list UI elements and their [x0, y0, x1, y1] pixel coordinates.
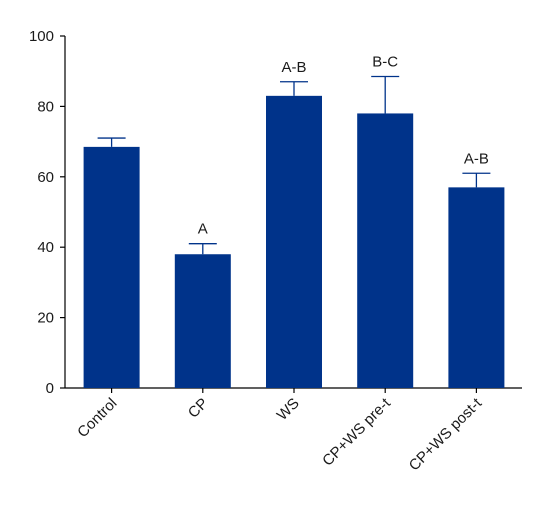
bar-3 [266, 95, 322, 388]
axes: 0 20 40 60 80 100 [29, 28, 522, 397]
x-tick-label: CP+WS pre-t [319, 394, 394, 469]
y-tick-label: 20 [37, 310, 54, 327]
x-tick-label: CP+WS post-t [406, 394, 486, 474]
x-tick-label: Control [74, 395, 120, 441]
y-tick-label: 60 [37, 169, 54, 186]
y-tick-label: 100 [29, 28, 54, 45]
y-tick-label: 40 [37, 239, 54, 256]
x-tick-label: WS [274, 395, 303, 424]
error-bars [97, 75, 491, 255]
significance-label: A [198, 221, 208, 238]
bars [83, 95, 505, 388]
bar-2 [174, 254, 231, 388]
significance-label: A-B [281, 59, 306, 76]
significance-label: B-C [372, 53, 398, 70]
significance-label: A-B [464, 150, 489, 167]
x-tick-label: CP [185, 395, 212, 422]
bar-5 [448, 187, 505, 388]
y-tick-label: 80 [37, 98, 54, 115]
bar-1 [83, 146, 140, 388]
y-tick-label: 0 [46, 380, 54, 397]
bar-4 [357, 113, 414, 388]
